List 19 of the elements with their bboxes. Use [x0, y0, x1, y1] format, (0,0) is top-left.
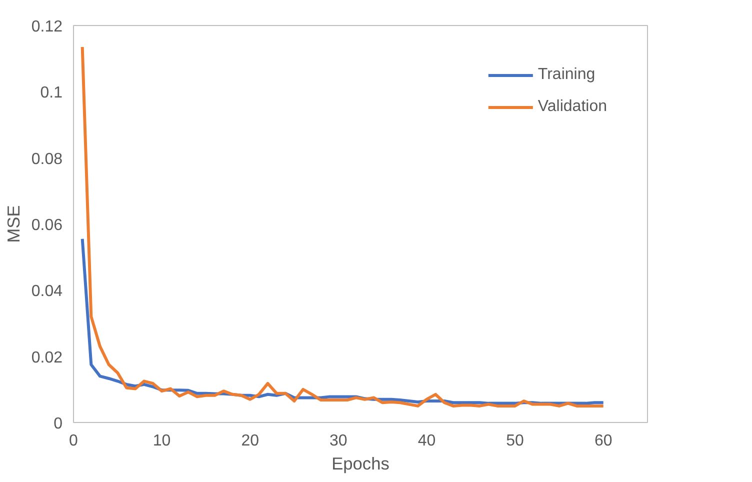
x-tick-label: 20: [241, 432, 260, 450]
x-axis-title: Epochs: [332, 454, 390, 474]
legend-label: Training: [538, 66, 596, 84]
y-axis-title: MSE: [3, 205, 24, 243]
line-series: [80, 46, 605, 408]
y-tick-label: 0.1: [40, 84, 63, 102]
y-tick-label: 0.06: [31, 217, 63, 234]
x-tick-label: 50: [506, 432, 524, 450]
x-tick-label: 40: [418, 432, 436, 450]
y-tick-label: 0: [54, 416, 63, 432]
y-tick-label: 0.08: [31, 150, 63, 168]
x-tick-label: 0: [69, 432, 78, 450]
x-tick-label: 30: [330, 432, 348, 450]
legend-label: Validation: [538, 98, 607, 116]
x-tick-label: 60: [594, 432, 612, 450]
y-tick-label: 0.02: [31, 349, 63, 366]
y-tick-label: 0.04: [31, 283, 63, 300]
y-tick-label: 0.12: [31, 18, 63, 36]
x-tick-label: 10: [152, 432, 171, 450]
